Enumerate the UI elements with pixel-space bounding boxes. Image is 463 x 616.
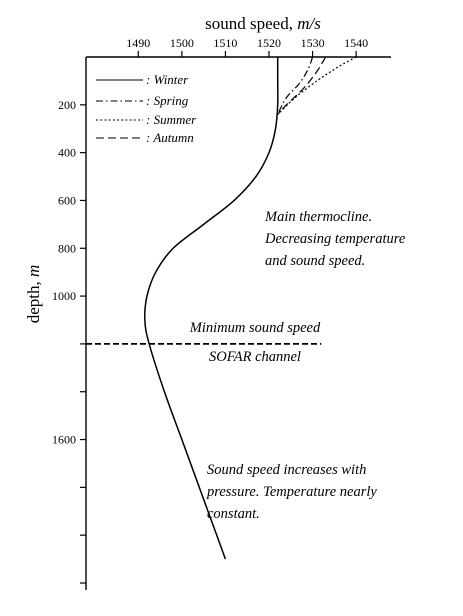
tick-labels: 1490 1500 1510 1520 1530 1540 200 400 600 800 1000… — [52, 36, 368, 447]
annotation-sofar-channel-line: SOFAR channel — [209, 349, 301, 365]
x-axis-title: sound speed, m/s — [205, 14, 321, 33]
y-tick-label: 200 — [58, 98, 76, 112]
y-tick-label: 800 — [58, 241, 76, 255]
annotation-main-thermocline-line: Decreasing temperature — [264, 231, 406, 247]
legend-label-spring: : Spring — [146, 93, 189, 108]
y-tick-label: 1000 — [52, 289, 76, 303]
series-lines — [143, 56, 357, 560]
x-tick-label: 1510 — [213, 36, 237, 50]
x-tick-label: 1490 — [126, 36, 150, 50]
legend-label-autumn: : Autumn — [146, 130, 194, 145]
y-tick-label: 1600 — [52, 433, 76, 447]
annotation-main-thermocline-line: and sound speed. — [265, 253, 365, 269]
x-tick-label: 1500 — [170, 36, 194, 50]
series-line-autumn — [277, 56, 327, 115]
legend: : Winter : Spring : Summer : Autumn — [96, 72, 197, 145]
y-tick-label: 400 — [58, 146, 76, 160]
annotation-pressure-line: pressure. Temperature nearly — [206, 484, 377, 500]
annotation-minimum-sound-speed-line: Minimum sound speed — [189, 320, 321, 336]
annotation-main-thermocline-line: Main thermocline. — [264, 209, 372, 225]
y-axis-title: depth, m — [24, 265, 43, 324]
tick-marks — [80, 51, 357, 584]
series-line-winter — [143, 57, 279, 560]
legend-label-summer: : Summer — [146, 112, 197, 127]
annotation-pressure-line: Sound speed increases with — [207, 462, 366, 478]
y-tick-label: 600 — [58, 193, 76, 207]
series-line-spring — [277, 56, 314, 115]
legend-label-winter: : Winter — [146, 72, 189, 87]
axes — [85, 56, 391, 590]
x-tick-label: 1520 — [257, 36, 281, 50]
x-tick-label: 1530 — [301, 36, 325, 50]
annotations: Main thermocline. Decreasing temperature a… — [189, 209, 406, 522]
series-line-summer — [277, 56, 357, 115]
x-tick-label: 1540 — [344, 36, 368, 50]
annotation-pressure-line: constant. — [207, 506, 260, 522]
